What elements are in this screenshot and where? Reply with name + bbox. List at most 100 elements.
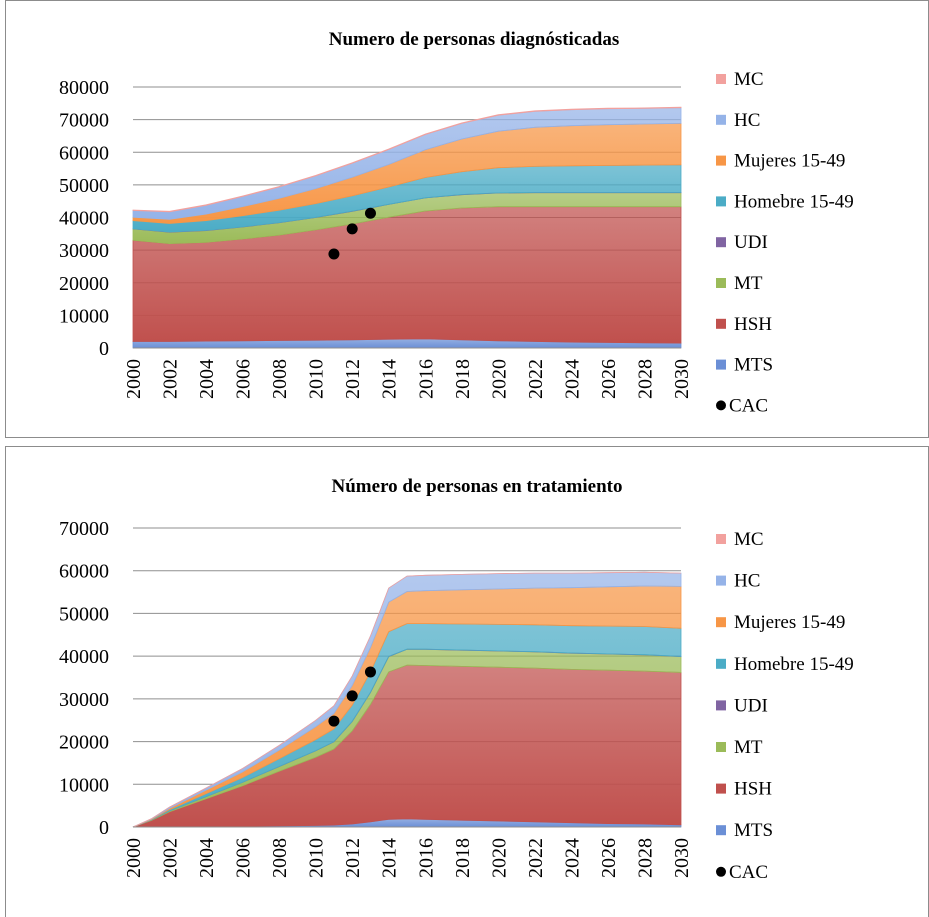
legend-label: MC — [734, 529, 764, 550]
y-tick-label: 30000 — [59, 689, 109, 711]
x-tick-label: 2004 — [196, 359, 218, 399]
x-tick-label: 2022 — [525, 359, 547, 399]
y-tick-label: 0 — [99, 338, 109, 360]
x-tick-label: 2030 — [671, 838, 693, 878]
chart-panel-treatment: Número de personas en tratamiento 0 10000… — [5, 446, 929, 917]
x-tick-label: 2014 — [379, 359, 401, 399]
chart-treatment: Número de personas en tratamiento 0 10000… — [59, 476, 854, 883]
x-tick-label: 2026 — [598, 838, 620, 878]
legend-swatch — [716, 783, 726, 794]
legend-label: UDI — [734, 695, 768, 716]
legend-item-mujeres-15-49: Mujeres 15-49 — [716, 612, 845, 633]
legend-swatch — [716, 617, 726, 628]
legend: MC HC Mujeres 15-49 Homebre 15-49 UDI MT HSH MT… — [716, 69, 854, 416]
legend-marker — [716, 400, 726, 411]
axes: 0 10000 20000 30000 40000 50000 60000 70000 8000… — [59, 77, 693, 399]
y-tick-label: 20000 — [59, 273, 109, 295]
x-tick-label: 2020 — [488, 838, 510, 878]
legend-swatch — [716, 825, 726, 836]
legend-label: MTS — [734, 820, 773, 841]
cac-point — [346, 223, 358, 235]
y-tick-label: 70000 — [59, 110, 109, 132]
legend-label: Homebre 15-49 — [734, 654, 854, 675]
legend-label: MTS — [734, 355, 773, 376]
x-tick-label: 2008 — [269, 359, 291, 399]
y-tick-label: 80000 — [59, 77, 109, 99]
legend-label: HSH — [734, 779, 772, 800]
cac-point — [328, 248, 340, 260]
legend-item-mujeres-15-49: Mujeres 15-49 — [716, 151, 845, 172]
legend-label: HC — [734, 110, 760, 131]
legend-item-udi: UDI — [716, 695, 768, 716]
legend-swatch — [716, 278, 726, 288]
chart-title: Numero de personas diagnósticadas — [329, 29, 619, 50]
x-tick-label: 2010 — [306, 359, 328, 399]
legend-item-homebre-15-49: Homebre 15-49 — [716, 191, 854, 212]
legend-item-hsh: HSH — [716, 314, 772, 335]
legend-swatch — [716, 742, 726, 752]
legend-item-mts: MTS — [716, 820, 773, 841]
legend-swatch — [716, 196, 726, 207]
legend-label: MT — [734, 737, 763, 758]
x-tick-label: 2018 — [452, 838, 474, 878]
axes: 0 10000 20000 30000 40000 50000 60000 70000 2000… — [59, 518, 693, 878]
legend-item-mc: MC — [716, 69, 764, 90]
legend-swatch — [716, 658, 726, 669]
x-tick-label: 2016 — [415, 359, 437, 399]
chart-panel-diagnosed: Numero de personas diagnósticadas 0 10000… — [5, 0, 929, 438]
legend-swatch — [716, 155, 726, 166]
x-tick-label: 2028 — [635, 359, 657, 399]
area-mc — [132, 106, 682, 213]
x-tick-label: 2028 — [635, 838, 657, 878]
legend-item-mc: MC — [716, 529, 764, 550]
x-tick-label: 2014 — [379, 838, 401, 878]
legend-item-mt: MT — [716, 273, 763, 294]
legend-label: MT — [734, 273, 763, 294]
y-tick-label: 40000 — [59, 208, 109, 230]
chart-title: Número de personas en tratamiento — [332, 476, 623, 497]
cac-point — [364, 666, 376, 678]
y-tick-label: 10000 — [59, 305, 109, 327]
y-tick-label: 60000 — [59, 142, 109, 164]
x-tick-label: 2030 — [671, 359, 693, 399]
legend-swatch — [716, 700, 726, 711]
legend-label: Mujeres 15-49 — [734, 612, 845, 633]
legend-item-udi: UDI — [716, 232, 768, 253]
legend-swatch — [716, 237, 726, 248]
legend-label: UDI — [734, 232, 768, 253]
y-tick-label: 20000 — [59, 732, 109, 754]
x-tick-label: 2018 — [452, 359, 474, 399]
legend-label: Homebre 15-49 — [734, 191, 854, 212]
area-mc — [132, 571, 682, 828]
x-tick-label: 2012 — [342, 838, 364, 878]
x-tick-label: 2004 — [196, 838, 218, 878]
x-tick-label: 2022 — [525, 838, 547, 878]
x-tick-label: 2006 — [233, 359, 255, 399]
legend-swatch — [716, 575, 726, 586]
cac-point — [364, 207, 376, 219]
legend-marker — [716, 866, 726, 877]
area-hsh — [132, 664, 682, 828]
y-tick-label: 40000 — [59, 646, 109, 668]
legend-label: MC — [734, 69, 764, 90]
x-tick-label: 2008 — [269, 838, 291, 878]
x-tick-label: 2000 — [123, 838, 145, 878]
cac-point — [328, 715, 340, 727]
legend-item-hc: HC — [716, 110, 760, 131]
x-tick-label: 2006 — [233, 838, 255, 878]
legend-label: Mujeres 15-49 — [734, 151, 845, 172]
x-tick-label: 2024 — [561, 838, 583, 878]
legend-label: CAC — [729, 395, 768, 416]
cac-points — [328, 207, 376, 260]
chart-diagnosed: Numero de personas diagnósticadas 0 10000… — [59, 29, 854, 416]
x-tick-label: 2002 — [160, 838, 182, 878]
y-tick-label: 70000 — [59, 518, 109, 540]
x-tick-label: 2024 — [561, 359, 583, 399]
plot-area — [132, 106, 682, 349]
legend-item-homebre-15-49: Homebre 15-49 — [716, 654, 854, 675]
legend-item-cac: CAC — [716, 395, 768, 416]
cac-points — [328, 666, 376, 727]
y-tick-label: 50000 — [59, 603, 109, 625]
legend: MC HC Mujeres 15-49 Homebre 15-49 UDI MT HSH MT… — [716, 529, 854, 883]
legend-item-mts: MTS — [716, 355, 773, 376]
